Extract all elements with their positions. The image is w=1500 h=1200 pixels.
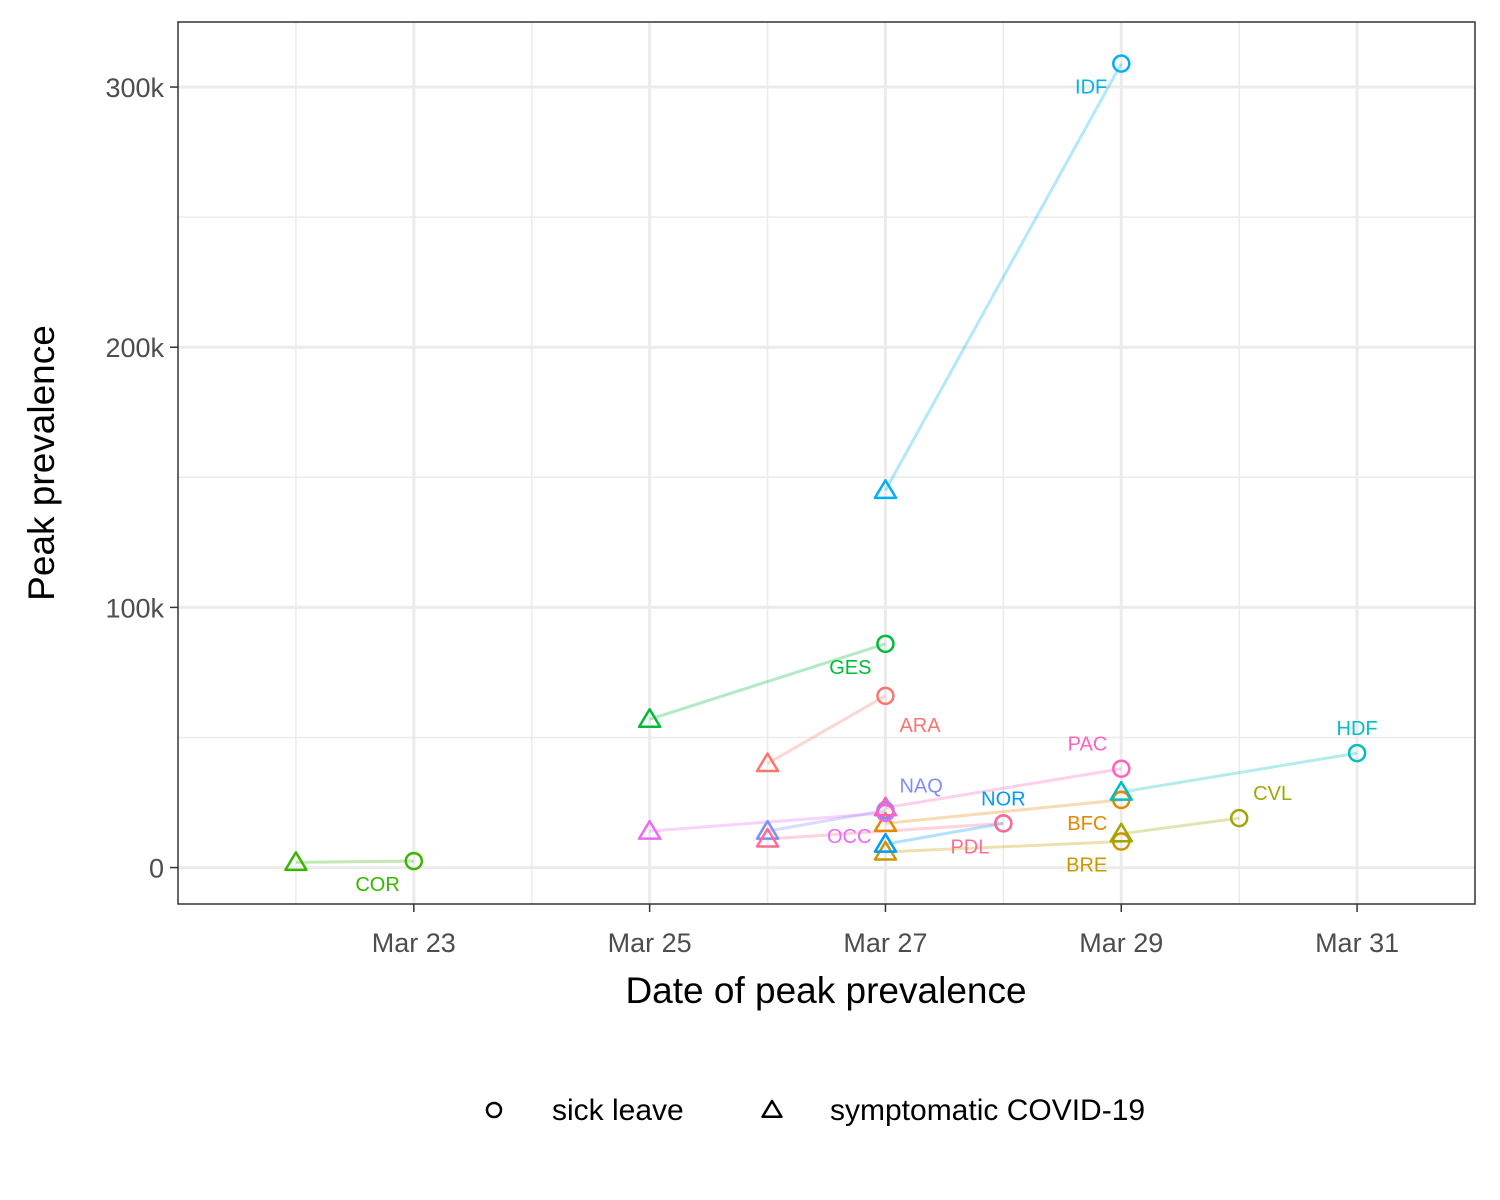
plot-border [177,21,1476,905]
region-label-bre: BRE [1066,855,1107,877]
connector-cor [295,859,414,864]
y-tick-label: 200k [105,333,164,363]
sick-leave-marker-idf [1112,54,1131,73]
major-gridlines [178,22,1475,904]
y-tick-label: 100k [105,593,164,623]
region-label-cor: COR [355,874,399,896]
region-connector-lines [295,62,1358,864]
connector-pac [885,767,1122,810]
connector-ara [766,694,887,765]
x-tick-label: Mar 23 [372,928,456,958]
y-axis-title: Peak prevalence [21,325,62,601]
legend-circle-key [485,1101,503,1119]
minor-gridlines [178,22,1475,904]
connector-naq [767,808,886,833]
x-tick-label: Mar 27 [843,928,927,958]
sick-leave-marker-ara [876,686,895,706]
x-axis-title: Date of peak prevalence [625,970,1026,1011]
symptomatic-marker-ges [637,708,662,729]
sick-leave-marker-hdf [1347,743,1367,763]
sick-leave-marker-pac [1112,759,1131,778]
region-label-pac: PAC [1068,734,1108,756]
symptomatic-marker-nor [873,832,898,853]
connector-cvl [1121,816,1240,836]
sick-leave-marker-ges [876,634,895,654]
x-tick-label: Mar 29 [1079,928,1163,958]
region-label-occ: OCC [827,826,871,848]
region-labels: ARA BFC BRE CVL COR GES HDF IDF NOR NAQ OCC PAC PDL [355,77,1377,896]
symptomatic-marker-pac [873,796,898,817]
y-tick-label: 0 [149,854,164,884]
legend-label: sick leave [552,1094,684,1127]
symptomatic-marker-idf [873,479,898,500]
connector-bre [885,840,1122,854]
region-label-hdf: HDF [1337,718,1378,740]
connector-nor [885,821,1004,846]
x-axis: Mar 23 Mar 25 Mar 27 Mar 29 Mar 31 [372,904,1399,958]
region-label-naq: NAQ [899,775,942,797]
symptomatic-marker-occ [637,819,662,840]
sick-leave-marker-cor [404,851,424,871]
x-tick-label: Mar 31 [1315,928,1399,958]
legend: sick leave symptomatic COVID-19 [485,1094,1145,1127]
y-tick-label: 300k [105,73,164,103]
legend-label: symptomatic COVID-19 [830,1094,1145,1127]
connector-ges [649,642,886,721]
x-tick-label: Mar 25 [608,928,692,958]
symptomatic-marker-bfc [873,812,898,833]
y-axis: 0 100k 200k 300k [105,73,178,884]
region-label-pdl: PDL [950,836,989,858]
region-label-nor: NOR [981,788,1025,810]
symptomatic-marker-cor [284,851,308,872]
symptomatic-marker-hdf [1109,780,1134,801]
symptomatic-marker-ara [755,752,780,773]
region-markers [284,54,1367,872]
region-label-bfc: BFC [1067,813,1107,835]
symptomatic-marker-pdl [755,827,780,848]
plot-panel [178,22,1475,904]
connector-hdf [1121,751,1358,794]
legend-triangle-key [761,1099,783,1118]
region-label-ara: ARA [899,715,941,737]
region-label-idf: IDF [1075,77,1107,99]
connector-idf [884,62,1123,492]
sick-leave-marker-cvl [1229,808,1249,828]
region-label-ges: GES [829,657,871,679]
connector-bfc [885,798,1122,825]
sick-leave-marker-pdl [994,814,1013,833]
symptomatic-marker-naq [755,819,780,840]
symptomatic-marker-cvl [1109,822,1134,843]
region-label-cvl: CVL [1253,783,1292,805]
